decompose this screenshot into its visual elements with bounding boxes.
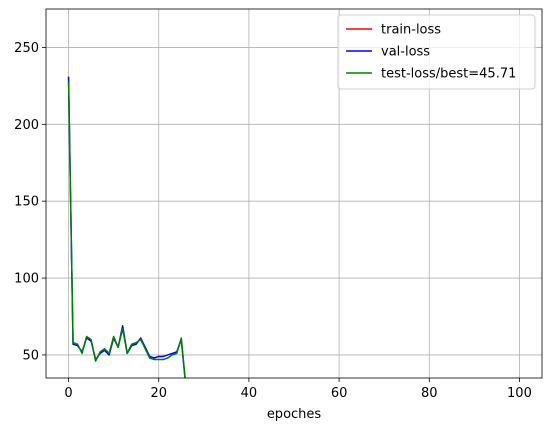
axes	[42, 8, 543, 382]
y-tick-label: 200	[14, 118, 39, 133]
y-tick-label: 50	[22, 348, 39, 363]
y-tick-label: 250	[14, 41, 39, 56]
series-line-test-loss	[67, 81, 186, 378]
x-tick-label: 0	[64, 386, 72, 401]
x-tick-label: 20	[150, 386, 167, 401]
x-axis-label: epoches	[267, 407, 322, 422]
legend-label: test-loss/best=45.71	[381, 67, 516, 82]
legend: train-loss val-loss test-loss/best=45.71	[337, 14, 536, 90]
tick-labels: 0 20 40 60 80 100 50 100 150 200 250	[14, 41, 532, 401]
plot-frame	[45, 8, 543, 379]
x-tick-label: 100	[507, 386, 532, 401]
legend-box	[337, 14, 536, 90]
x-tick-label: 40	[241, 386, 258, 401]
x-tick-label: 80	[421, 386, 438, 401]
y-tick-label: 150	[14, 195, 39, 210]
plot-area	[67, 76, 186, 378]
x-tick-label: 60	[331, 386, 348, 401]
y-tick-label: 100	[14, 272, 39, 287]
legend-label: train-loss	[381, 23, 441, 38]
legend-label: val-loss	[381, 45, 430, 60]
